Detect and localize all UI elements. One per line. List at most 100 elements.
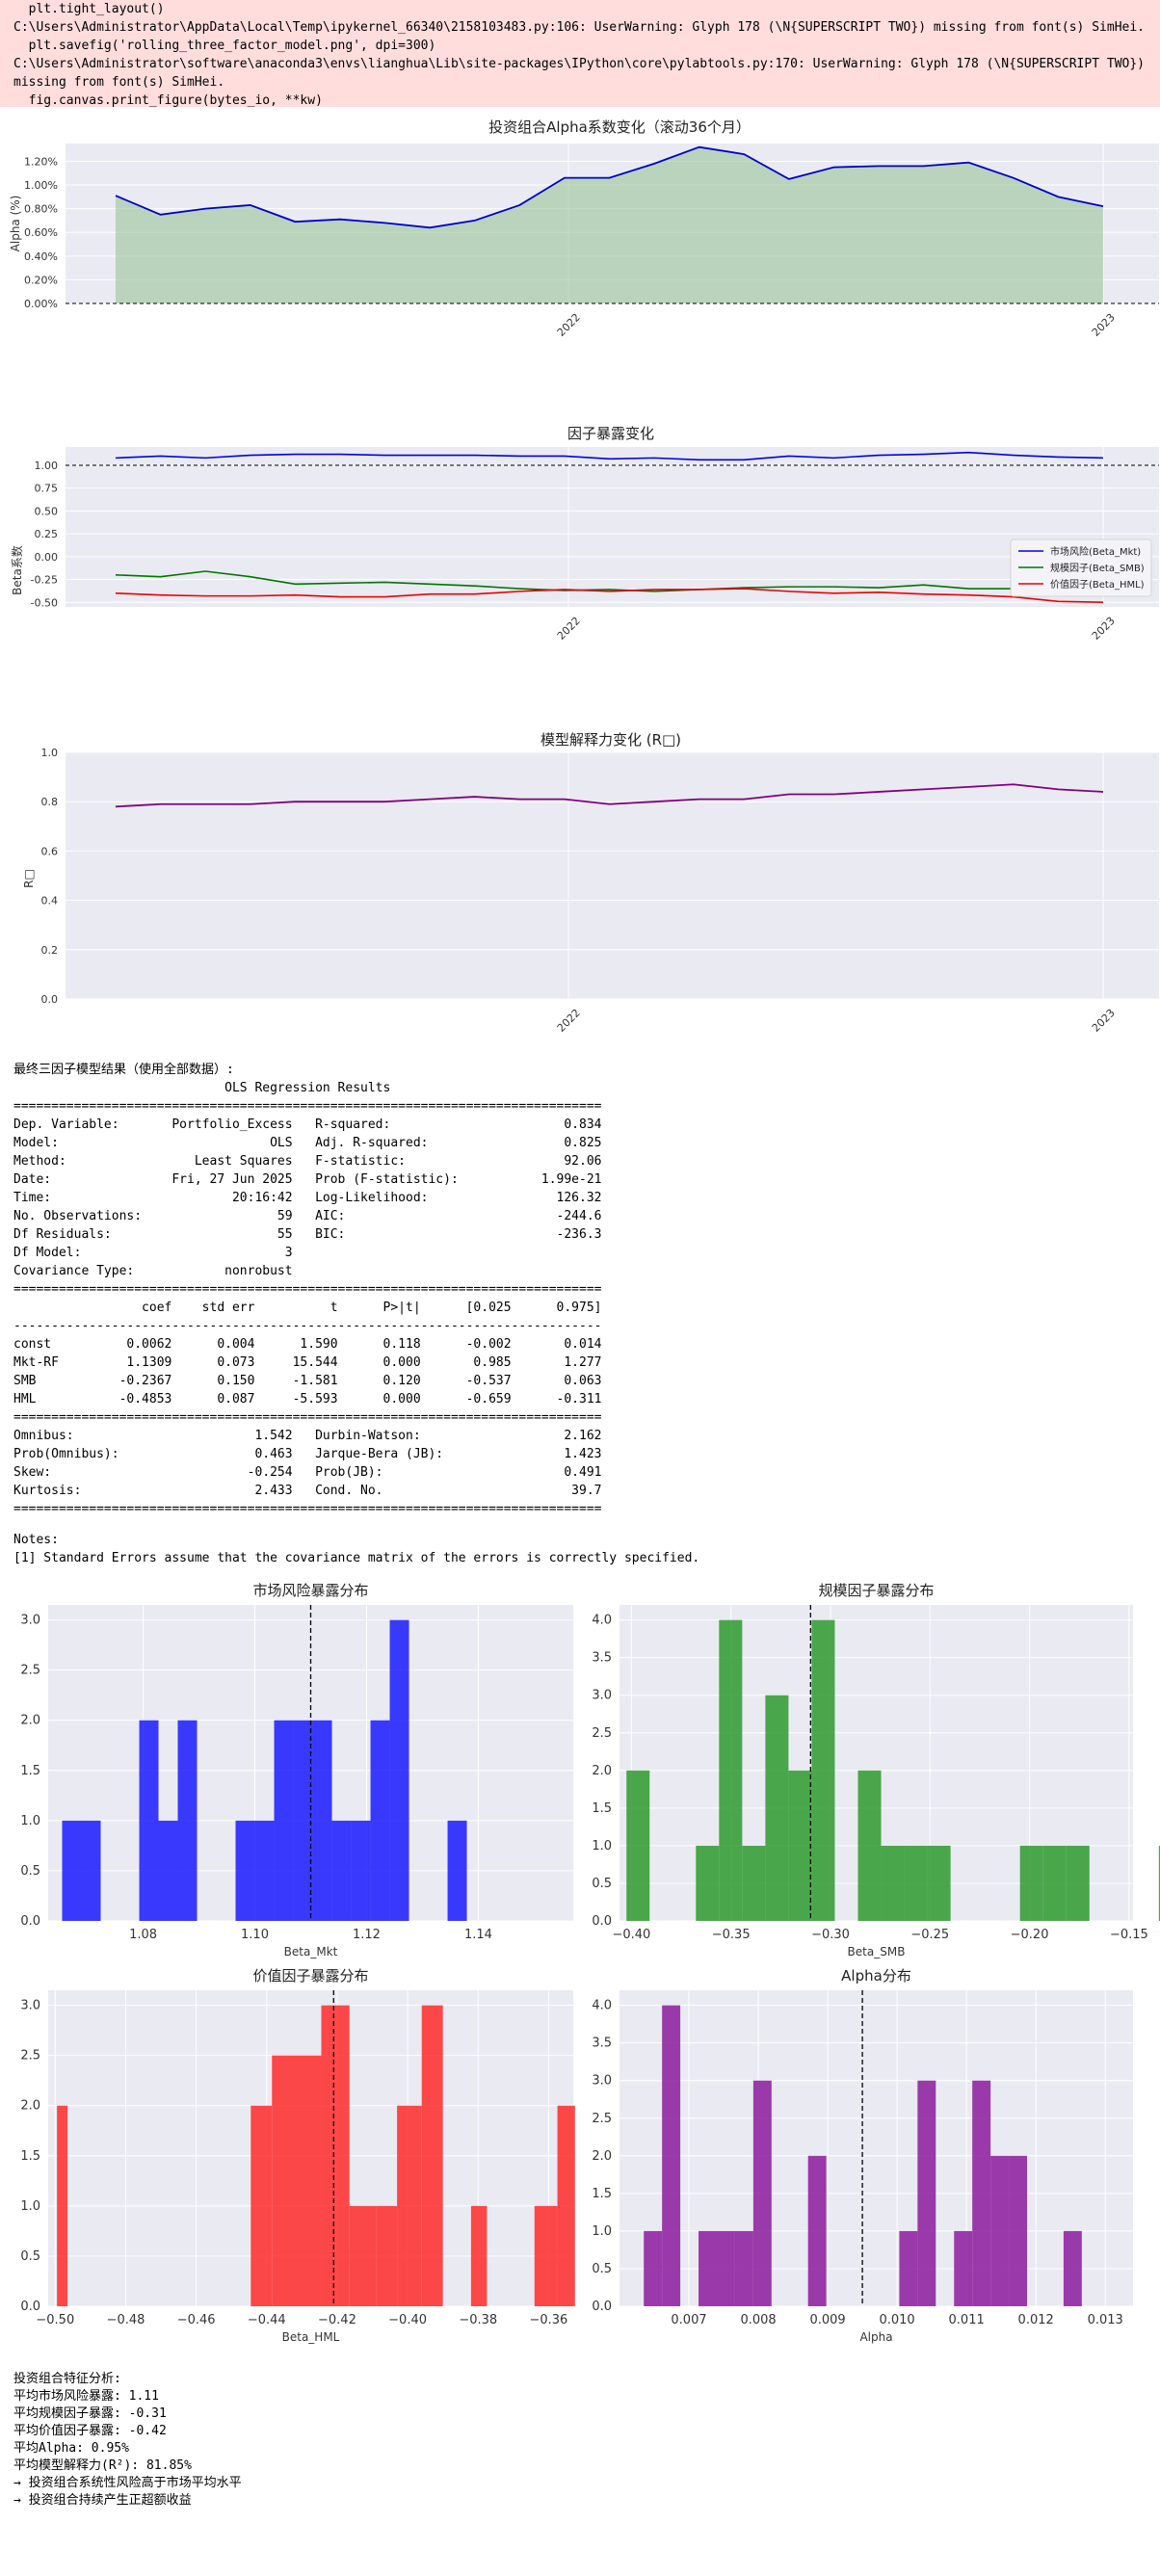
warning-line: plt.savefig('rolling_three_factor_model.… [13, 39, 436, 53]
y-tick-label: 3.0 [592, 1689, 612, 1703]
histogram-bar [557, 2105, 575, 2306]
histogram-bar [158, 1820, 178, 1921]
y-tick-label: 1.0 [20, 1814, 40, 1828]
histogram-title: 价值因子暴露分布 [252, 1967, 368, 1985]
histogram-bar [644, 2230, 663, 2306]
histogram-title: 规模因子暴露分布 [818, 1582, 934, 1599]
ols-intro: 最终三因子模型结果（使用全部数据）: [13, 1063, 234, 1077]
x-tick-label: −0.38 [459, 2313, 497, 2327]
exposure-histogram-figure: 市场风险暴露分布 0.0 0.5 1.0 1.5 2.0 2.5 3.0 1.08 1.10 1.1… [20, 1582, 1160, 2344]
x-tick-label: 1.10 [241, 1928, 269, 1942]
y-tick-label: 1.0 [20, 2199, 40, 2214]
stderr-warning-block: plt.tight_layout() C:\Users\Administrato… [0, 0, 1160, 108]
x-tick-label: 1.08 [129, 1928, 157, 1942]
x-tick-label: 0.012 [1018, 2313, 1054, 2327]
histogram-x-axis-label: Beta_Mkt [284, 1945, 338, 1958]
summary-line: 平均Alpha: 0.95% [13, 2441, 129, 2456]
x-tick-label: −0.50 [36, 2313, 74, 2327]
alpha-y-axis-label: Alpha (%) [9, 196, 22, 252]
y-tick-label: 0.50 [35, 505, 59, 517]
summary-line: 投资组合特征分析: [13, 2372, 121, 2386]
y-tick-label: 0.0 [41, 993, 59, 1006]
histogram-bar [990, 2155, 1010, 2306]
y-tick-label: 0.5 [592, 1877, 612, 1891]
histogram-plot-area [620, 1990, 1133, 2306]
x-tick-label: −0.44 [248, 2313, 286, 2327]
histogram-bar [470, 2205, 488, 2306]
y-tick-label: 3.0 [20, 1614, 40, 1628]
r2-plot-area [66, 752, 1159, 999]
x-tick-label: 0.007 [671, 2313, 706, 2327]
y-tick-label: 3.5 [592, 2037, 612, 2051]
y-tick-label: 2.5 [592, 2112, 612, 2126]
warning-line: plt.tight_layout() [13, 2, 165, 16]
histogram-bar [811, 1619, 835, 1921]
histogram-bar [397, 2105, 422, 2306]
r2-y-axis-label: R□ [22, 869, 36, 888]
x-tick-label: 0.009 [809, 2313, 845, 2327]
r2-chart-title: 模型解释力变化 (R□) [540, 731, 681, 749]
beta-smb-line [115, 570, 1104, 592]
y-tick-label: 0.0 [20, 2300, 40, 2314]
x-tick-label: −0.35 [712, 1928, 751, 1942]
y-tick-label: 4.0 [592, 1614, 612, 1628]
summary-line: 平均规模因子暴露: -0.31 [13, 2406, 167, 2421]
histogram-bar [1019, 1845, 1043, 1921]
histogram-bar [972, 2080, 991, 2306]
x-tick-label: 1.14 [464, 1928, 492, 1942]
warning-line: C:\Users\Administrator\software\anaconda… [13, 57, 1145, 71]
histogram-title: 市场风险暴露分布 [252, 1582, 368, 1599]
x-tick-label: −0.40 [388, 2313, 427, 2327]
ols-notes: Notes: [1] Standard Errors assume that t… [13, 1533, 700, 1565]
y-tick-label: 0.5 [20, 1864, 40, 1879]
y-tick-label: 0.75 [35, 483, 59, 495]
histogram-bar [954, 2230, 973, 2306]
x-tick-label: 0.008 [740, 2313, 776, 2327]
x-tick-label: −0.36 [529, 2313, 567, 2327]
beta-chart-title: 因子暴露变化 [567, 425, 654, 442]
histogram-bar [81, 1820, 101, 1921]
warning-line: fig.canvas.print_figure(bytes_io, **kw) [13, 93, 323, 108]
y-tick-label: 2.5 [20, 2049, 40, 2063]
histogram-bar [351, 1820, 371, 1921]
histogram-bar [626, 1770, 650, 1921]
histogram-x-axis-label: Alpha [859, 2330, 892, 2344]
alpha-chart-title: 投资组合Alpha系数变化（滚动36个月） [488, 118, 751, 136]
y-tick-label: 2.0 [20, 1714, 40, 1728]
y-tick-label: 1.00 [35, 460, 59, 472]
x-tick-label: −0.20 [1011, 1928, 1049, 1942]
alpha-line [115, 145, 1104, 229]
y-tick-label: 1.5 [592, 1801, 612, 1816]
beta-plot-area [66, 447, 1159, 607]
ols-regression-summary: OLS Regression Results =================… [13, 1081, 602, 1516]
x-tick-label: −0.40 [612, 1928, 650, 1942]
histogram-bar [1158, 1845, 1160, 1921]
histogram-bar [250, 2105, 273, 2306]
y-tick-label: 2.5 [20, 1664, 40, 1678]
beta-hml-line [115, 588, 1104, 604]
histogram-x-axis-label: Beta_SMB [848, 1945, 906, 1958]
x-tick-label: 0.011 [949, 2313, 985, 2327]
y-tick-label: 1.00% [24, 179, 58, 192]
histogram-bar [254, 1820, 275, 1921]
histogram-title: Alpha分布 [841, 1967, 911, 1985]
legend-smb-label: 规模因子(Beta_SMB) [1050, 562, 1145, 574]
histogram-bar [699, 2230, 717, 2306]
histogram-bar [752, 2080, 772, 2306]
histogram-bar [716, 2230, 735, 2306]
histogram-bar [331, 1820, 352, 1921]
summary-line: → 投资组合持续产生正超额收益 [13, 2493, 192, 2508]
histogram-bar [370, 1720, 390, 1921]
histogram-bar [312, 1720, 332, 1921]
histogram-bar [904, 1845, 928, 1921]
x-tick-label: 2022 [555, 311, 583, 339]
y-tick-label: 4.0 [592, 1999, 612, 2013]
summary-line: → 投资组合系统性风险高于市场平均水平 [13, 2476, 242, 2490]
y-tick-label: 0.5 [20, 2249, 40, 2264]
histogram-bar [788, 1770, 812, 1921]
histogram-bar [696, 1845, 720, 1921]
beta-legend: 市场风险(Beta_Mkt) 规模因子(Beta_SMB) 价值因子(Beta_… [1010, 539, 1152, 597]
y-tick-label: 0.0 [20, 1914, 40, 1929]
y-tick-label: 0.4 [41, 895, 59, 907]
y-tick-label: 1.0 [592, 1839, 612, 1853]
